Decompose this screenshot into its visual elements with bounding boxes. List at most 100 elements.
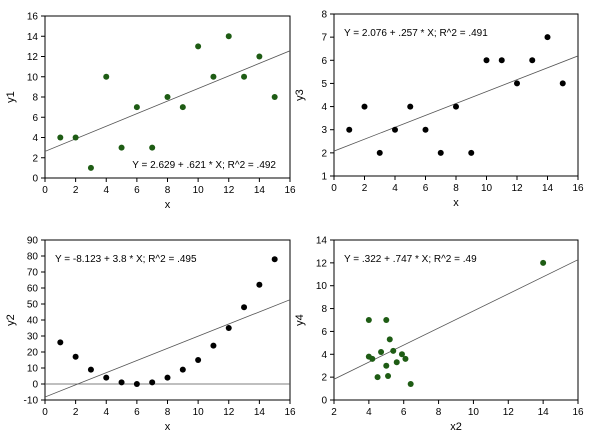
x-tick-label: 8 [436, 407, 442, 418]
data-point [483, 57, 490, 64]
data-point [374, 374, 381, 381]
y-tick-label: 12 [316, 258, 328, 269]
y-tick-label: 8 [32, 93, 38, 104]
x-tick-label: 14 [254, 407, 266, 418]
data-point [87, 366, 94, 373]
x-tick-label: 6 [423, 183, 429, 194]
scatter-plot-3: 0 2 4 6 8 10 12 14 16-100102030405060708090xy2Y … [5, 236, 296, 434]
data-point [407, 381, 414, 387]
y-tick-label: 80 [27, 252, 39, 263]
x-axis-label: x2 [450, 421, 462, 433]
x-tick-label: 2 [73, 407, 79, 418]
x-tick-label: 16 [572, 183, 584, 194]
data-point [256, 53, 263, 60]
x-tick-label: 4 [392, 183, 398, 194]
y-tick-label: 2 [321, 373, 327, 384]
data-point [271, 94, 278, 100]
x-tick-label: 10 [481, 183, 493, 194]
y-tick-label: 2 [321, 148, 327, 159]
y-tick-label: 5 [321, 79, 327, 90]
data-point [559, 80, 566, 87]
data-point [225, 325, 232, 331]
data-point [57, 134, 64, 141]
data-point [179, 104, 186, 111]
x-axis-label: x [165, 421, 171, 433]
y-tick-label: 30 [27, 332, 39, 343]
data-point [398, 351, 405, 358]
regression-line [334, 55, 578, 152]
data-point [540, 259, 547, 266]
y-tick-label: 8 [321, 10, 327, 21]
y-tick-label: 0 [321, 396, 327, 407]
y-tick-label: 14 [27, 32, 39, 43]
data-point [164, 94, 171, 100]
data-point [195, 43, 202, 50]
x-tick-label: 12 [511, 183, 523, 194]
data-point [392, 126, 398, 133]
data-point [529, 57, 536, 64]
y-tick-label: 7 [321, 33, 327, 44]
y-tick-label: 40 [27, 316, 39, 327]
data-point [386, 336, 393, 343]
data-point [118, 144, 125, 151]
x-tick-label: 14 [542, 183, 554, 194]
y-tick-label: 8 [321, 304, 327, 315]
regression-line [45, 299, 290, 398]
x-tick-label: 2 [331, 407, 337, 418]
x-tick-label: 2 [73, 185, 79, 196]
data-point [103, 374, 110, 381]
y-tick-label: 10 [316, 281, 328, 292]
y-tick-label: 10 [27, 72, 39, 83]
x-tick-label: 4 [366, 407, 372, 418]
data-point [346, 126, 353, 133]
y-tick-label: 4 [32, 133, 38, 144]
x-tick-label: 10 [193, 407, 205, 418]
data-point [383, 317, 390, 323]
data-point [369, 355, 376, 362]
x-tick-label: 4 [103, 407, 109, 418]
data-point [241, 304, 248, 311]
y-axis-label: y1 [5, 91, 17, 103]
data-point [361, 103, 368, 110]
x-tick-label: 8 [165, 185, 171, 196]
data-point [57, 339, 64, 346]
x-tick-label: 12 [503, 407, 515, 418]
x-tick-label: 8 [453, 183, 459, 194]
x-tick-label: 0 [331, 183, 337, 194]
y-tick-label: 70 [27, 268, 39, 279]
y-tick-label: -10 [24, 396, 39, 407]
x-tick-label: 0 [42, 407, 48, 418]
x-tick-label: 16 [284, 185, 296, 196]
x-tick-label: 8 [165, 407, 171, 418]
data-point [383, 362, 390, 369]
data-point [103, 73, 110, 80]
data-point [149, 379, 156, 386]
regression-annotation: Y = .322 + .747 * X; R^2 = .49 [344, 254, 477, 265]
data-point [437, 149, 444, 156]
y-axis-label: y2 [5, 314, 17, 326]
y-tick-label: 16 [27, 12, 39, 23]
x-tick-label: 14 [538, 407, 550, 418]
data-point [225, 33, 232, 40]
x-tick-label: 16 [572, 407, 584, 418]
x-axis-label: x [453, 197, 459, 209]
data-point [393, 359, 400, 366]
y-tick-label: 0 [32, 380, 38, 391]
data-point [87, 164, 94, 171]
x-axis-label: x [165, 199, 171, 211]
y-axis-label: y3 [294, 89, 306, 101]
regression-annotation: Y = 2.629 + .621 * X; R^2 = .492 [132, 160, 276, 171]
y-tick-label: 50 [27, 300, 39, 311]
data-point [407, 103, 414, 110]
y-tick-label: 60 [27, 284, 39, 295]
y-axis-label: y4 [294, 314, 306, 326]
data-point [376, 149, 383, 156]
y-tick-label: 10 [27, 364, 39, 375]
data-point [402, 355, 409, 362]
x-tick-label: 6 [401, 407, 407, 418]
data-point [179, 366, 186, 373]
data-point [544, 34, 551, 41]
y-tick-label: 1 [321, 172, 327, 183]
